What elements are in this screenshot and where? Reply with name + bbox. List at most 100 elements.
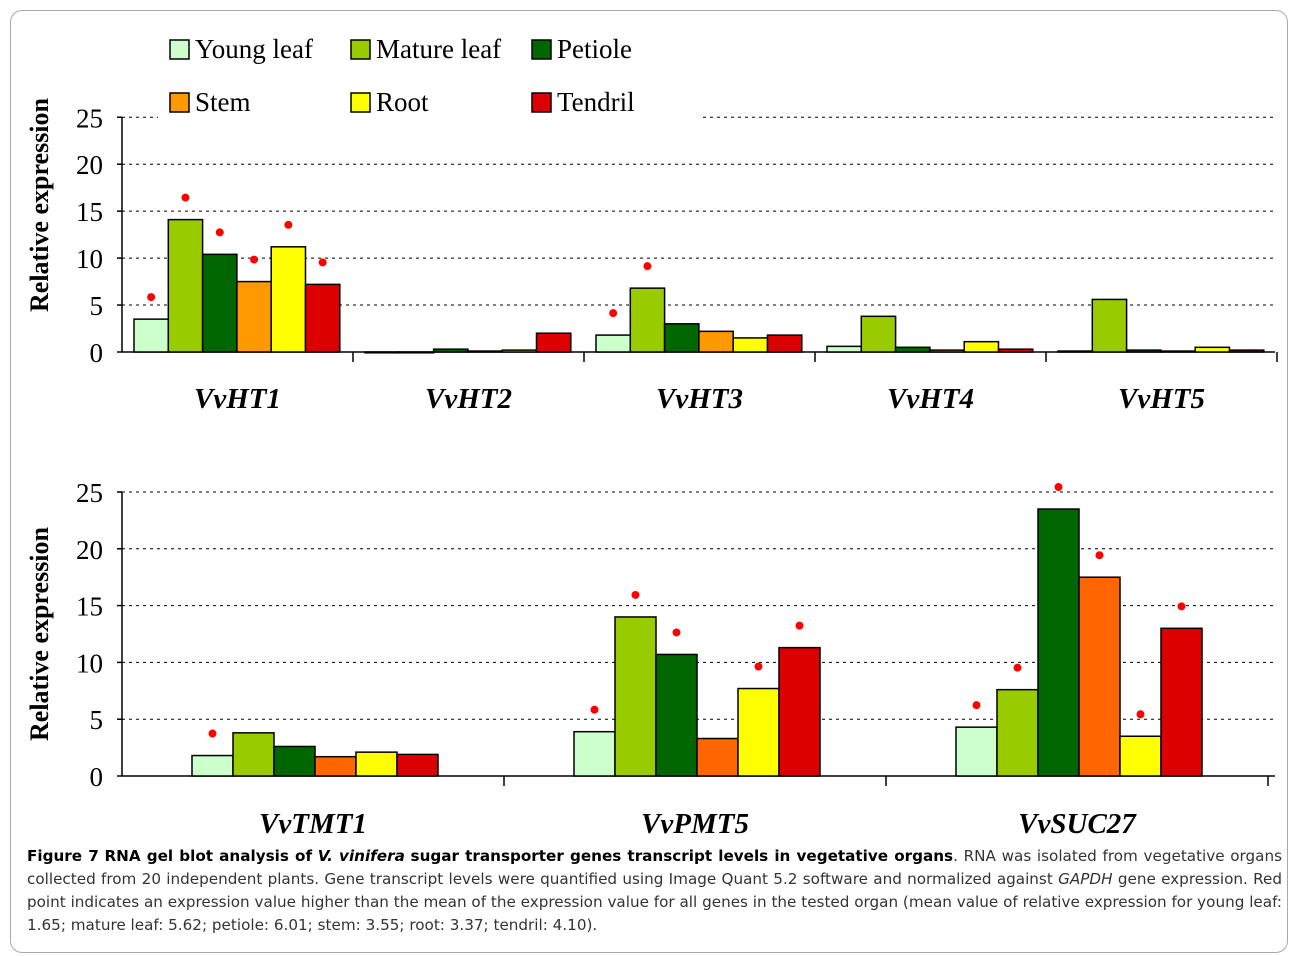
legend-label: Petiole	[557, 34, 632, 64]
bar	[1057, 350, 1094, 353]
legend-label: Root	[376, 87, 429, 117]
caption-title-part2: sugar transporter genes transcript level…	[410, 847, 954, 865]
bar	[398, 351, 435, 354]
x-category-label: VvSUC27	[1018, 808, 1137, 840]
bar	[501, 349, 538, 353]
bar	[396, 753, 439, 777]
above-mean-marker	[1136, 710, 1145, 719]
legend-label: Stem	[195, 87, 251, 117]
bar	[535, 332, 572, 353]
above-mean-marker	[181, 193, 190, 202]
above-mean-marker	[795, 621, 804, 630]
x-category-label: VvHT2	[425, 383, 512, 415]
bar	[997, 348, 1034, 353]
bar	[629, 287, 666, 353]
y-tick-label: 20	[76, 150, 103, 180]
y-tick-label: 15	[76, 197, 103, 227]
bar	[236, 280, 272, 353]
y-tick-label: 5	[90, 705, 104, 735]
bar	[201, 253, 238, 353]
y-tick-label: 25	[76, 103, 103, 133]
y-axis-label: Relative expression	[25, 97, 54, 312]
bar	[614, 616, 657, 777]
above-mean-marker	[631, 590, 640, 599]
bar	[766, 334, 803, 353]
y-tick-label: 5	[90, 291, 104, 321]
legend-label: Mature leaf	[376, 34, 501, 64]
x-category-label: VvHT1	[194, 383, 281, 415]
y-tick-label: 10	[76, 648, 103, 678]
y-tick-label: 15	[76, 592, 103, 622]
legend-swatch	[169, 39, 190, 60]
bar	[355, 751, 398, 777]
y-tick-label: 0	[90, 338, 104, 368]
above-mean-marker	[754, 662, 763, 671]
y-tick-label: 20	[76, 535, 103, 565]
caption-gene: GAPDH	[1058, 870, 1113, 888]
bar	[737, 687, 780, 777]
above-mean-marker	[284, 220, 293, 229]
y-axis-label: Relative expression	[25, 526, 54, 741]
x-category-label: VvHT4	[887, 383, 974, 415]
bar	[167, 218, 204, 353]
legend-swatch	[350, 39, 371, 60]
bar	[826, 345, 863, 353]
bar	[894, 346, 931, 353]
x-category-label: VvHT5	[1118, 383, 1205, 415]
caption-body-part1: . RNA was isolated from vegetative organ…	[27, 847, 1283, 888]
caption-label: Figure 7	[27, 847, 99, 865]
y-tick-label: 0	[90, 762, 104, 792]
bar	[655, 653, 698, 777]
bar	[1119, 735, 1162, 777]
bar	[1228, 349, 1265, 353]
figure-frame	[10, 10, 1288, 953]
bar	[467, 350, 503, 353]
bar	[573, 730, 616, 777]
above-mean-marker	[208, 729, 217, 738]
above-mean-marker	[643, 262, 652, 271]
above-mean-marker	[318, 258, 327, 267]
legend-swatch	[531, 39, 552, 60]
x-category-label: VvTMT1	[259, 808, 367, 840]
above-mean-marker	[147, 293, 156, 302]
figure-caption: Figure 7 RNA gel blot analysis of V. vin…	[27, 845, 1282, 937]
y-tick-label: 10	[76, 244, 103, 274]
legend-swatch	[350, 92, 371, 113]
above-mean-marker	[250, 255, 259, 264]
bar	[1037, 508, 1080, 777]
legend-swatch	[531, 92, 552, 113]
above-mean-marker	[1177, 602, 1186, 611]
x-category-label: VvHT3	[656, 383, 743, 415]
bar	[304, 283, 341, 353]
above-mean-marker	[1095, 551, 1104, 560]
bar	[860, 315, 897, 353]
bar	[996, 688, 1039, 777]
bar	[955, 726, 998, 777]
bar	[1078, 576, 1121, 777]
bar	[1125, 349, 1162, 353]
bar	[273, 745, 316, 777]
bar	[929, 349, 965, 353]
bar	[778, 646, 821, 777]
bar	[314, 755, 357, 777]
bar	[191, 754, 234, 777]
above-mean-marker	[609, 309, 618, 318]
bar	[270, 246, 307, 353]
bar	[432, 348, 469, 353]
legend-label: Tendril	[557, 87, 635, 117]
bar	[698, 330, 734, 353]
above-mean-marker	[972, 701, 981, 710]
above-mean-marker	[215, 228, 224, 237]
bar	[963, 340, 1000, 353]
x-category-label: VvPMT5	[641, 808, 749, 840]
caption-species: V. vinifera	[317, 847, 405, 865]
bar	[1091, 298, 1128, 353]
bar	[1160, 350, 1196, 353]
bar	[1160, 627, 1203, 777]
legend-swatch	[169, 92, 190, 113]
bar	[1194, 346, 1231, 353]
bar	[232, 732, 275, 777]
bar	[364, 351, 401, 354]
legend-background	[158, 30, 703, 132]
above-mean-marker	[1013, 663, 1022, 672]
